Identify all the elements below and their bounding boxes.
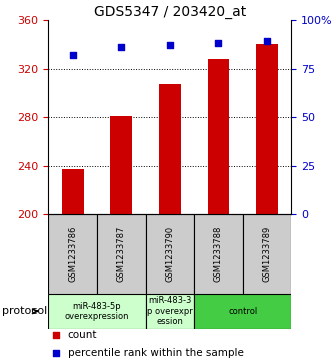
Bar <box>146 294 194 329</box>
Text: GSM1233787: GSM1233787 <box>117 226 126 282</box>
Title: GDS5347 / 203420_at: GDS5347 / 203420_at <box>94 5 246 19</box>
Text: percentile rank within the sample: percentile rank within the sample <box>68 348 244 358</box>
Text: miR-483-5p
overexpression: miR-483-5p overexpression <box>65 302 129 321</box>
Point <box>119 44 124 50</box>
Text: GSM1233786: GSM1233786 <box>68 226 77 282</box>
Point <box>53 333 58 338</box>
Bar <box>62 169 84 214</box>
Bar <box>243 214 291 294</box>
Point <box>216 40 221 46</box>
Bar <box>207 59 229 214</box>
Point <box>53 350 58 355</box>
Point <box>264 38 270 44</box>
Bar <box>146 214 194 294</box>
Text: miR-483-3
p overexpr
ession: miR-483-3 p overexpr ession <box>147 296 193 326</box>
Bar <box>194 214 243 294</box>
Bar <box>159 84 181 214</box>
Text: control: control <box>228 307 257 316</box>
Text: GSM1233789: GSM1233789 <box>262 226 272 282</box>
Text: GSM1233790: GSM1233790 <box>165 226 174 282</box>
Point <box>167 42 172 48</box>
Text: protocol: protocol <box>2 306 47 316</box>
Bar <box>97 214 146 294</box>
Bar <box>256 44 278 214</box>
Bar <box>194 294 291 329</box>
Bar <box>110 116 132 214</box>
Text: GSM1233788: GSM1233788 <box>214 226 223 282</box>
Bar <box>48 294 146 329</box>
Point <box>70 52 75 58</box>
Bar <box>48 214 97 294</box>
Text: count: count <box>68 330 97 340</box>
